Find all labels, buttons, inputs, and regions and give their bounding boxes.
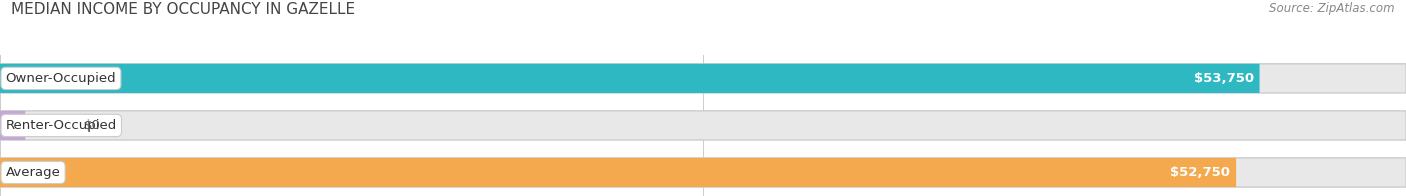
Text: $53,750: $53,750 bbox=[1194, 72, 1254, 85]
FancyBboxPatch shape bbox=[0, 64, 1260, 93]
FancyBboxPatch shape bbox=[0, 158, 1406, 187]
Text: Owner-Occupied: Owner-Occupied bbox=[6, 72, 117, 85]
FancyBboxPatch shape bbox=[0, 111, 25, 140]
Text: Average: Average bbox=[6, 166, 60, 179]
Text: MEDIAN INCOME BY OCCUPANCY IN GAZELLE: MEDIAN INCOME BY OCCUPANCY IN GAZELLE bbox=[11, 2, 356, 17]
FancyBboxPatch shape bbox=[0, 158, 1236, 187]
Text: $52,750: $52,750 bbox=[1170, 166, 1230, 179]
Text: $0: $0 bbox=[84, 119, 101, 132]
FancyBboxPatch shape bbox=[0, 111, 1406, 140]
FancyBboxPatch shape bbox=[0, 64, 1406, 93]
Text: Renter-Occupied: Renter-Occupied bbox=[6, 119, 117, 132]
Text: Source: ZipAtlas.com: Source: ZipAtlas.com bbox=[1270, 2, 1395, 15]
